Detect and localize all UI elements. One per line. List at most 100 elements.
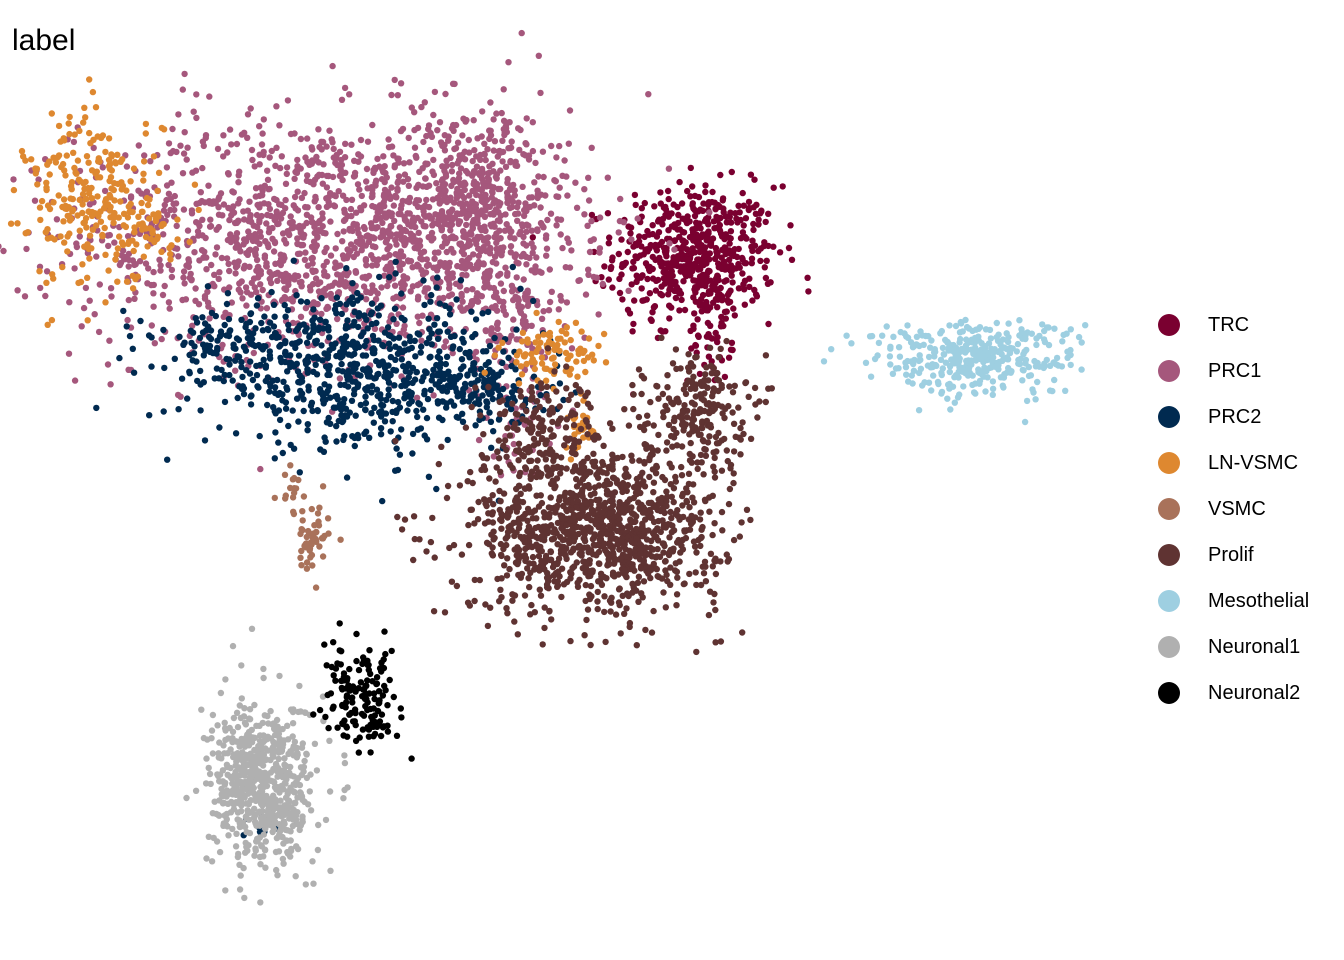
point-prc1 [266,225,273,232]
series-trc [529,164,812,398]
point-prc2 [376,273,383,281]
point-trc [660,275,668,282]
point-prc1 [414,313,421,320]
point-prc1 [482,207,489,214]
point-prc1 [273,103,280,110]
point-prolif [601,482,608,489]
point-prc2 [425,473,433,480]
point-prolif [743,506,751,513]
point-ln-vsmc [97,218,105,225]
point-prc1 [515,125,522,132]
point-ln-vsmc [112,159,119,166]
point-prc1 [442,338,449,345]
point-prc1 [199,164,206,172]
point-trc [733,215,740,222]
point-prc1 [489,258,496,266]
point-prc1 [562,264,569,271]
point-prc2 [387,371,394,379]
point-ln-vsmc [22,157,29,164]
point-prc2 [345,373,352,380]
point-prc2 [226,328,233,335]
point-prc2 [266,388,273,395]
point-prc1 [433,267,441,274]
point-prc1 [352,268,359,275]
point-prc1 [493,171,501,178]
point-prc1 [216,193,223,201]
point-prc1 [256,161,263,168]
point-prc1 [540,308,547,315]
point-prc2 [292,327,300,334]
point-trc [651,203,658,210]
point-prc1 [271,216,278,224]
point-prc2 [349,322,357,329]
point-prolif [632,546,639,553]
point-prc1 [123,163,131,170]
point-prc1 [555,193,562,200]
point-prc1 [666,240,673,247]
point-ln-vsmc [107,203,114,211]
point-trc [721,373,729,381]
point-prc1 [381,272,388,279]
point-prc1 [513,336,520,343]
point-ln-vsmc [158,248,165,255]
point-ln-vsmc [81,243,88,250]
point-prolif [631,511,638,518]
point-prc1 [533,254,540,261]
point-prolif [596,501,603,508]
point-ln-vsmc [24,229,31,236]
point-trc [710,299,717,306]
point-prc2 [250,330,257,337]
point-prc1 [363,296,370,303]
point-ln-vsmc [88,245,95,252]
point-trc [739,229,747,236]
point-prc2 [196,334,204,342]
point-prolif [587,582,595,590]
point-prc1 [297,313,305,320]
point-prc2 [300,321,307,328]
point-prc1 [521,207,528,214]
point-prolif [660,549,667,556]
point-prc1 [397,80,405,87]
point-trc [658,238,666,246]
point-prc1 [508,288,516,295]
point-ln-vsmc [79,261,86,268]
point-prc1 [289,274,296,282]
point-prc1 [395,155,402,162]
point-prc1 [502,311,509,318]
point-prc1 [490,284,498,292]
point-prc2 [229,377,236,384]
point-prc1 [70,138,78,146]
point-prolif [736,533,743,540]
point-prc1 [457,181,464,188]
point-trc [678,255,686,263]
point-prolif [667,564,674,571]
point-ln-vsmc [542,377,550,384]
point-prc2 [430,366,437,373]
point-ln-vsmc [89,226,97,233]
point-ln-vsmc [108,167,116,174]
point-prc1 [441,233,448,241]
point-ln-vsmc [142,233,150,241]
point-trc [691,310,698,317]
point-prc2 [224,290,232,297]
point-trc [718,319,725,327]
point-prc1 [515,297,522,304]
point-prc1 [490,453,497,460]
point-prc1 [508,138,515,145]
point-prolif [671,567,679,574]
point-prolif [685,470,693,477]
point-prc2 [292,344,299,352]
point-prolif [717,638,725,645]
point-prc1 [474,216,481,224]
point-trc [705,199,713,206]
point-prc2 [146,412,153,419]
point-ln-vsmc [528,350,535,358]
point-prc2 [423,414,431,422]
point-prc2 [309,407,316,415]
point-prc1 [292,205,299,212]
point-prc1 [141,152,148,159]
point-ln-vsmc [554,346,561,353]
point-prc1 [331,264,339,272]
point-prc2 [408,344,415,352]
point-prc2 [293,360,300,367]
